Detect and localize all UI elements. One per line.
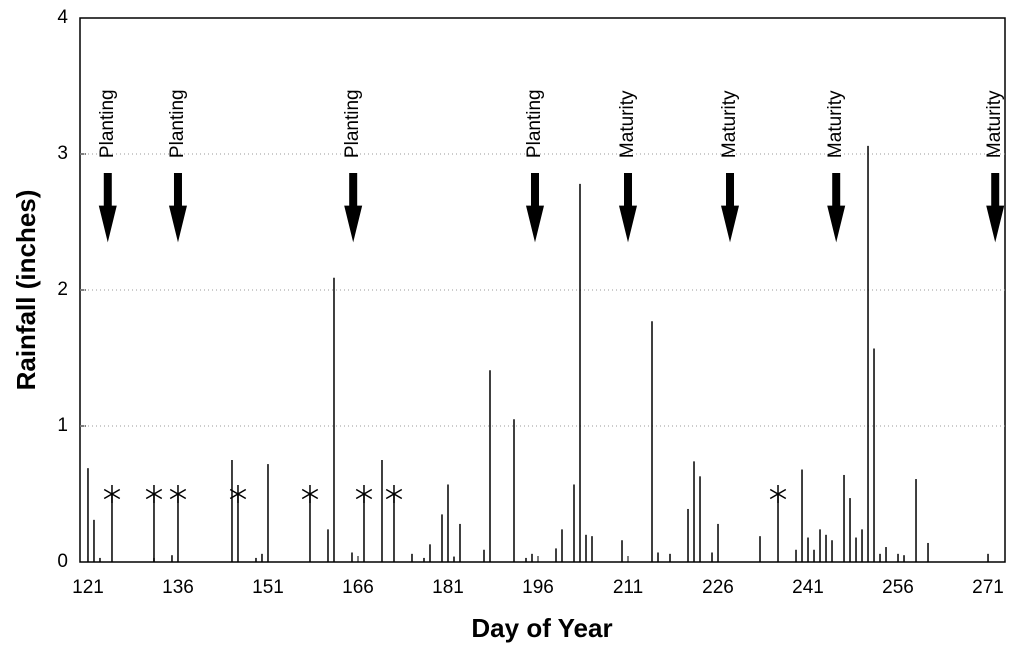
x-tick-label: 136 — [162, 577, 194, 598]
y-axis-title: Rainfall (inches) — [11, 190, 41, 391]
annotation-arrow — [344, 173, 363, 243]
y-tick-label: 4 — [57, 7, 68, 28]
x-tick-label: 256 — [882, 577, 914, 598]
asterisk-stroke — [385, 488, 403, 500]
asterisk — [355, 485, 373, 503]
x-tick-label: 226 — [702, 577, 734, 598]
x-tick-label: 181 — [432, 577, 464, 598]
annotation-arrow — [619, 173, 638, 243]
y-tick-label: 2 — [57, 279, 68, 300]
annotation-label: Maturity — [617, 90, 638, 158]
annotation-arrow — [168, 173, 187, 243]
asterisk — [145, 485, 163, 503]
asterisk-stroke — [355, 488, 373, 500]
y-tick-label: 3 — [57, 143, 68, 164]
asterisk-stroke — [169, 488, 187, 500]
asterisk — [229, 485, 247, 503]
annotation-arrow — [986, 173, 1005, 243]
x-tick-label: 211 — [613, 577, 643, 598]
y-tick-label: 1 — [57, 415, 68, 436]
x-tick-label: 166 — [342, 577, 374, 598]
asterisk — [301, 485, 319, 503]
x-tick-label: 121 — [72, 577, 104, 598]
annotation-arrow — [827, 173, 846, 243]
asterisk — [769, 485, 787, 503]
annotation-label: Planting — [342, 89, 363, 158]
annotation-arrow — [721, 173, 740, 243]
annotation-arrow — [525, 173, 544, 243]
annotation-label: Planting — [97, 89, 118, 158]
asterisk — [103, 485, 121, 503]
annotation-label: Maturity — [825, 90, 846, 158]
asterisk-stroke — [103, 488, 121, 500]
annotation-label: Maturity — [719, 90, 740, 158]
asterisk — [385, 485, 403, 503]
asterisk-stroke — [145, 488, 163, 500]
x-tick-label: 151 — [252, 577, 284, 598]
asterisk-stroke — [301, 488, 319, 500]
annotation-label: Planting — [524, 89, 545, 158]
asterisk-stroke — [229, 488, 247, 500]
asterisk — [169, 485, 187, 503]
x-tick-label: 271 — [972, 577, 1004, 598]
annotation-arrow — [98, 173, 117, 243]
x-axis-title: Day of Year — [471, 613, 612, 643]
x-tick-label: 196 — [522, 577, 554, 598]
y-tick-label: 0 — [57, 551, 68, 572]
asterisk-stroke — [769, 488, 787, 500]
annotation-label: Planting — [167, 89, 188, 158]
annotation-label: Maturity — [984, 90, 1005, 158]
x-tick-label: 241 — [792, 577, 824, 598]
